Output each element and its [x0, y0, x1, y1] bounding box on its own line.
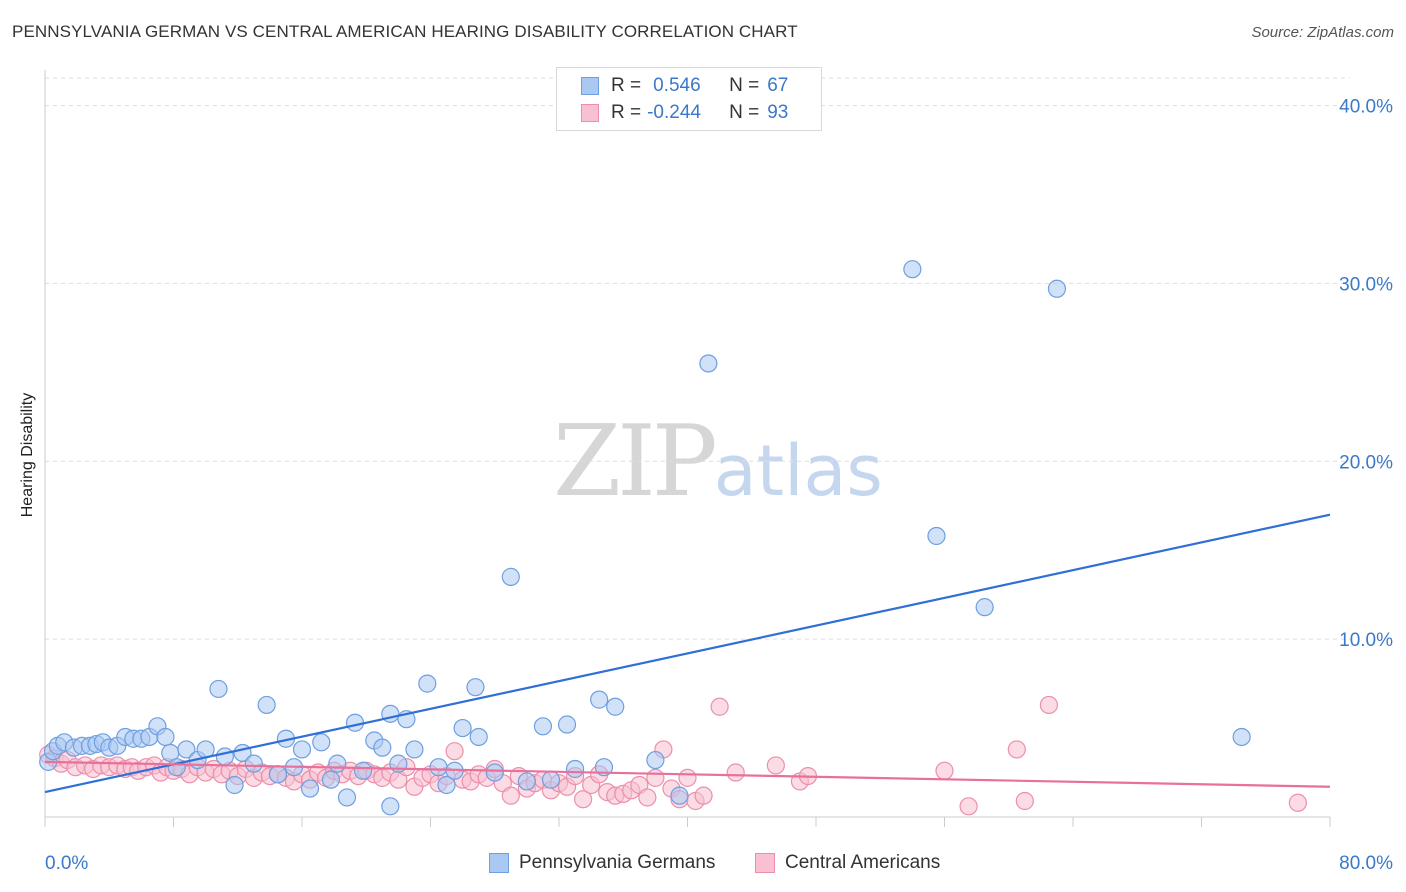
- bottom-legend-pennsylvania-germans: Pennsylvania Germans: [489, 852, 715, 874]
- legend-r-value: 0.546: [653, 75, 701, 96]
- central-american-point: [1039, 695, 1059, 715]
- bottom-legend-label: Pennsylvania Germans: [519, 852, 716, 873]
- central-american-point: [646, 768, 665, 787]
- watermark: ZIPatlas: [553, 405, 883, 519]
- y-tick-label: 20.0%: [1339, 452, 1393, 473]
- pennsylvania-german-point: [437, 775, 456, 795]
- pennsylvania-german-point: [312, 733, 331, 752]
- central-american-point: [1007, 740, 1026, 759]
- bottom-legend-swatch-blue: [489, 853, 509, 873]
- central-american-point: [959, 797, 978, 816]
- pennsylvania-german-point: [466, 678, 485, 697]
- pennsylvania-german-point: [257, 695, 276, 715]
- legend-n-label: N =: [729, 102, 760, 123]
- y-tick-label: 40.0%: [1339, 97, 1393, 118]
- legend-n-label: N =: [729, 75, 760, 96]
- pennsylvania-german-point: [975, 598, 994, 617]
- pennsylvania-german-point: [381, 797, 400, 816]
- pennsylvania-german-point: [485, 763, 504, 782]
- legend-row-central-americans: R = -0.244 N = 93: [581, 101, 788, 125]
- legend-r-label: R =: [611, 75, 642, 96]
- bottom-legend-swatch-pink: [755, 853, 775, 873]
- central-american-point: [1015, 791, 1034, 811]
- pennsylvania-german-point: [699, 354, 718, 373]
- pennsylvania-german-point: [373, 738, 392, 757]
- pennsylvania-german-point: [903, 260, 922, 279]
- pennsylvania-german-point: [670, 786, 689, 805]
- pennsylvania-german-point: [606, 697, 625, 716]
- pennsylvania-german-point: [557, 715, 577, 734]
- legend-row-pennsylvania-germans: R = 0.546 N = 67: [581, 74, 788, 98]
- legend-n-value: 67: [767, 75, 789, 96]
- central-american-point: [766, 756, 785, 775]
- y-tick-label: 10.0%: [1339, 630, 1393, 651]
- central-american-point: [694, 786, 713, 805]
- x-tick-label: 80.0%: [1339, 853, 1393, 874]
- pennsylvania-german-point: [215, 747, 234, 766]
- central-american-point: [638, 788, 657, 807]
- pennsylvania-german-point: [167, 758, 186, 777]
- pennsylvania-german-point: [469, 727, 488, 747]
- y-tick-label: 30.0%: [1339, 274, 1393, 295]
- pennsylvania-german-point: [429, 758, 448, 777]
- pennsylvania-german-point: [321, 770, 341, 789]
- pennsylvania-german-point: [1047, 279, 1067, 298]
- central-american-point: [573, 790, 593, 809]
- pennsylvania-german-point: [453, 718, 472, 738]
- central-american-point: [726, 763, 745, 782]
- legend-r-value: -0.244: [647, 102, 701, 123]
- pennsylvania-german-point: [292, 740, 312, 759]
- pennsylvania-german-point: [533, 717, 553, 736]
- pennsylvania-german-point: [517, 772, 536, 791]
- legend-swatch-blue: [581, 77, 599, 95]
- pennsylvania-german-point: [337, 788, 357, 807]
- source-label: Source: ZipAtlas.com: [1251, 24, 1394, 41]
- pennsylvania-german-point: [646, 750, 665, 770]
- legend-swatch-pink: [581, 104, 599, 122]
- pennsylvania-german-point: [405, 740, 424, 759]
- watermark-atlas: atlas: [713, 430, 883, 512]
- pennsylvania-german-point: [927, 526, 946, 546]
- pennsylvania-german-point: [565, 759, 585, 779]
- watermark-zip: ZIP: [553, 405, 718, 519]
- pennsylvania-german-point: [345, 713, 365, 732]
- pennsylvania-german-point: [1232, 727, 1251, 747]
- pennsylvania-german-point: [177, 740, 196, 759]
- pennsylvania-german-point: [156, 727, 175, 747]
- central-american-point: [935, 761, 954, 780]
- pennsylvania-german-point: [268, 765, 288, 784]
- pennsylvania-german-point: [209, 679, 228, 699]
- pennsylvania-german-trendline: [44, 513, 1331, 794]
- pennsylvania-german-point: [541, 770, 561, 789]
- central-american-point: [710, 697, 729, 716]
- pennsylvania-german-point: [501, 567, 520, 586]
- central-american-point: [678, 768, 697, 787]
- central-american-point: [1288, 793, 1307, 812]
- central-american-point: [501, 786, 520, 805]
- pennsylvania-german-point: [590, 690, 609, 709]
- x-tick-label: 0.0%: [45, 853, 88, 874]
- chart-title: PENNSYLVANIA GERMAN VS CENTRAL AMERICAN …: [12, 22, 798, 41]
- pennsylvania-german-point: [328, 754, 347, 773]
- pennsylvania-german-point: [418, 674, 437, 693]
- stats-legend: R = 0.546 N = 67 R = -0.244 N = 93: [556, 67, 822, 131]
- legend-r-label: R =: [611, 102, 642, 123]
- bottom-legend-central-americans: Central Americans: [755, 852, 940, 874]
- pennsylvania-german-point: [225, 775, 244, 795]
- pennsylvania-german-point: [244, 754, 263, 773]
- central-american-point: [445, 742, 464, 761]
- legend-n-value: 93: [767, 102, 789, 123]
- pennsylvania-german-point: [594, 758, 614, 777]
- pennsylvania-german-point: [300, 779, 320, 798]
- central-american-trendline: [44, 760, 1331, 788]
- bottom-legend-label: Central Americans: [785, 852, 941, 873]
- pennsylvania-german-point: [353, 761, 373, 780]
